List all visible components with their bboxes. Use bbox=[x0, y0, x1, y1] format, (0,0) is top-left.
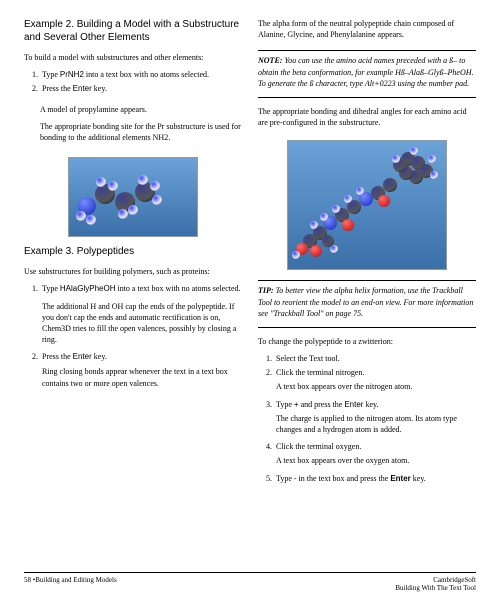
enter-key2: Enter bbox=[73, 352, 92, 361]
z-step2: Click the terminal nitrogen. A text box … bbox=[274, 367, 476, 392]
footer-left: 58 •Building and Editing Models bbox=[24, 576, 117, 592]
tip-block: TIP: To better view the alpha helix form… bbox=[258, 285, 476, 319]
figure-propylamine bbox=[68, 157, 198, 237]
zwitterion-steps: Select the Text tool. Click the terminal… bbox=[258, 353, 476, 487]
footer-right: CambridgeSoft Building With The Text Too… bbox=[395, 576, 476, 592]
page-footer: 58 •Building and Editing Models Cambridg… bbox=[24, 572, 476, 592]
tip-label: TIP: bbox=[258, 286, 274, 295]
z-step2-result: A text box appears over the nitrogen ato… bbox=[276, 381, 476, 392]
alpha-form-para: The alpha form of the neutral polypeptid… bbox=[258, 18, 476, 40]
tip-rule-bottom bbox=[258, 327, 476, 328]
code-peptide: HAlaGlyPheOH bbox=[60, 284, 116, 293]
tip-body: To better view the alpha helix formation… bbox=[258, 286, 473, 317]
z-step4: Click the terminal oxygen. A text box ap… bbox=[274, 441, 476, 466]
example2-intro: To build a model with substructures and … bbox=[24, 52, 242, 63]
example3-step1: Type HAlaGlyPheOH into a text box with n… bbox=[40, 283, 242, 345]
example2-result2: The appropriate bonding site for the Pr … bbox=[40, 121, 242, 143]
enter-key4: Enter bbox=[390, 474, 410, 483]
example2-step2: Press the Enter key. bbox=[40, 83, 242, 94]
note-body: You can use the amino acid names precede… bbox=[258, 56, 474, 87]
example3-steps: Type HAlaGlyPheOH into a text box with n… bbox=[24, 283, 242, 395]
example3-note2: Ring closing bonds appear whenever the t… bbox=[42, 366, 242, 388]
note-rule-top bbox=[258, 50, 476, 51]
footer-right2: Building With The Text Tool bbox=[395, 584, 476, 592]
example3-step2: Press the Enter key. Ring closing bonds … bbox=[40, 351, 242, 389]
example3-note1: The additional H and OH cap the ends of … bbox=[42, 301, 242, 346]
after-note-para: The appropriate bonding and dihedral ang… bbox=[258, 106, 476, 128]
note-block: NOTE: You can use the amino acid names p… bbox=[258, 55, 476, 89]
z-step1: Select the Text tool. bbox=[274, 353, 476, 364]
z-step3: Type + and press the Enter key. The char… bbox=[274, 399, 476, 436]
enter-key: Enter bbox=[73, 84, 92, 93]
z-step3-result: The charge is applied to the nitrogen at… bbox=[276, 413, 476, 435]
example2-heading: Example 2. Building a Model with a Subst… bbox=[24, 18, 242, 44]
right-column: The alpha form of the neutral polypeptid… bbox=[258, 18, 476, 563]
example3-heading: Example 3. Polypeptides bbox=[24, 245, 242, 258]
z-step5: Type - in the text box and press the Ent… bbox=[274, 473, 476, 484]
page-number: 58 bbox=[24, 576, 31, 584]
example2-result1: A model of propylamine appears. bbox=[40, 104, 242, 115]
footer-left-title: •Building and Editing Models bbox=[33, 576, 117, 584]
page-columns: Example 2. Building a Model with a Subst… bbox=[24, 18, 476, 563]
z-step4-result: A text box appears over the oxygen atom. bbox=[276, 455, 476, 466]
figure-polypeptide bbox=[287, 140, 447, 270]
tip-rule-top bbox=[258, 280, 476, 281]
example3-intro: Use substructures for building polymers,… bbox=[24, 266, 242, 277]
example2-step1: Type PrNH2 into a text box with no atoms… bbox=[40, 69, 242, 80]
note-rule-bottom bbox=[258, 97, 476, 98]
zwitterion-intro: To change the polypeptide to a zwitterio… bbox=[258, 336, 476, 347]
note-label: NOTE: bbox=[258, 56, 282, 65]
example2-steps: Type PrNH2 into a text box with no atoms… bbox=[24, 69, 242, 97]
left-column: Example 2. Building a Model with a Subst… bbox=[24, 18, 242, 563]
enter-key3: Enter bbox=[344, 400, 363, 409]
code-prnh2: PrNH2 bbox=[60, 70, 84, 79]
footer-right1: CambridgeSoft bbox=[395, 576, 476, 584]
